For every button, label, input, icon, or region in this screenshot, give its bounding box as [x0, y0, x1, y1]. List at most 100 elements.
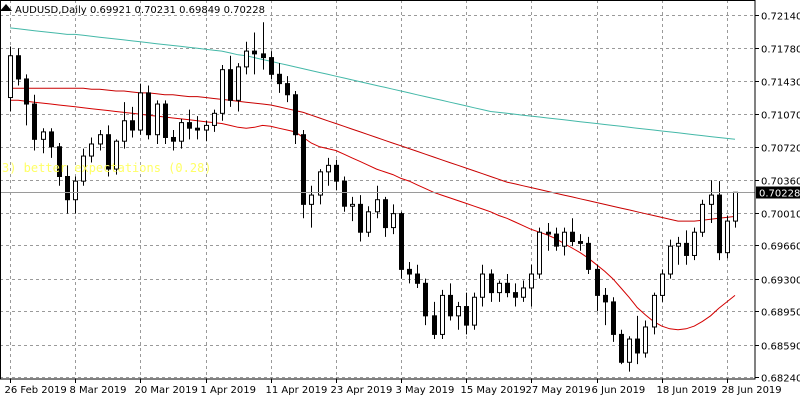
candle — [334, 159, 339, 191]
candle-body-bear — [65, 175, 70, 201]
moving-average-line — [10, 87, 736, 222]
candle — [285, 76, 290, 103]
candle-body-bull — [391, 213, 396, 229]
time-tick-label: 3 May 2019 — [396, 385, 455, 396]
chart-menu-triangle-icon[interactable] — [0, 4, 12, 11]
candle-body-bear — [423, 282, 428, 317]
candle — [537, 227, 542, 279]
price-tick-label: 0.72140 — [761, 12, 800, 23]
candle — [709, 180, 714, 223]
candle — [244, 41, 249, 75]
plot-border — [0, 0, 756, 380]
candle — [448, 283, 453, 321]
price-tick-label: 0.71780 — [761, 45, 800, 56]
candle — [725, 215, 730, 259]
candle — [65, 165, 70, 214]
candle-body-bear — [448, 294, 453, 317]
candle-body-bear — [277, 73, 282, 85]
time-tick-label: 26 Feb 2019 — [5, 385, 67, 396]
candle-body-bull — [138, 92, 143, 131]
candle-body-bull — [660, 273, 665, 296]
candle — [228, 55, 233, 107]
candle-body-bull — [472, 296, 477, 326]
candle — [269, 51, 274, 79]
candle-body-bear — [163, 103, 168, 138]
candle-body-bear — [489, 273, 494, 294]
candle — [497, 280, 502, 302]
candle-body-bull — [676, 242, 681, 247]
candle-body-bull — [652, 294, 657, 328]
candle-body-bull — [700, 203, 705, 233]
candle — [277, 63, 282, 93]
candle-body-bull — [350, 203, 355, 207]
time-tick-label: 11 Apr 2019 — [266, 385, 328, 396]
candle-body-bull — [212, 112, 217, 126]
candle-body-bear — [586, 242, 591, 270]
candle-body-bear — [513, 292, 518, 298]
price-tick-label: 0.71430 — [761, 78, 800, 89]
current-price-tag: 0.70228 — [756, 186, 800, 200]
candle — [350, 196, 355, 222]
moving-average-line — [9, 27, 736, 140]
candle-body-bull — [155, 103, 160, 136]
candle-body-bull — [89, 143, 94, 157]
candle-body-bull — [709, 194, 714, 205]
moving-average-line — [10, 99, 736, 331]
price-tick-label: 0.70010 — [761, 210, 800, 221]
candle — [546, 222, 551, 251]
candle — [399, 211, 404, 279]
candle-body-bull — [98, 134, 103, 145]
candle — [660, 269, 665, 302]
candle-body-bear — [285, 83, 290, 96]
candle-body-bear — [24, 78, 29, 105]
candle-body-bear — [611, 301, 616, 335]
candle — [261, 22, 266, 70]
candle-body-bear — [407, 268, 412, 275]
candle-body-bear — [334, 164, 339, 182]
candle-body-bull — [41, 131, 46, 140]
candle — [415, 264, 420, 288]
time-tick-label: 6 Jun 2019 — [592, 385, 646, 396]
price-tick-label: 0.70360 — [761, 177, 800, 188]
price-tick-label: 0.68590 — [761, 342, 800, 353]
candle-body-bear — [342, 180, 347, 207]
candle-body-bear — [301, 134, 306, 205]
candle — [326, 157, 331, 186]
candle — [635, 315, 640, 365]
candle — [595, 264, 600, 312]
candle-body-bear — [269, 57, 274, 75]
candle — [432, 301, 437, 340]
candle — [456, 301, 461, 330]
candle-body-bear — [187, 122, 192, 129]
current-price-tag-bg — [756, 186, 800, 199]
candle — [717, 181, 722, 261]
candle — [652, 292, 657, 335]
candle-body-bear — [252, 50, 257, 55]
candle — [464, 292, 469, 335]
candle — [187, 109, 192, 140]
candle — [391, 204, 396, 235]
candle-body-bear — [171, 136, 176, 142]
candle — [236, 63, 241, 112]
candle-body-bull — [521, 287, 526, 298]
candle-body-bear — [554, 233, 559, 247]
candle — [8, 46, 13, 112]
candle — [586, 236, 591, 275]
candle — [163, 100, 168, 144]
candle — [252, 32, 257, 75]
candle-body-bull — [81, 155, 86, 182]
candle — [81, 148, 86, 186]
candle — [480, 264, 485, 307]
candle — [122, 102, 127, 149]
candle-body-bear — [57, 146, 62, 177]
candle-body-bull — [220, 69, 225, 114]
candle — [220, 65, 225, 121]
candle — [619, 329, 624, 365]
candle — [32, 94, 37, 151]
candle-body-bull — [440, 294, 445, 335]
candle-body-bull — [643, 326, 648, 354]
price-tick-label: 0.68240 — [761, 374, 800, 385]
candle-body-bear — [603, 294, 608, 303]
